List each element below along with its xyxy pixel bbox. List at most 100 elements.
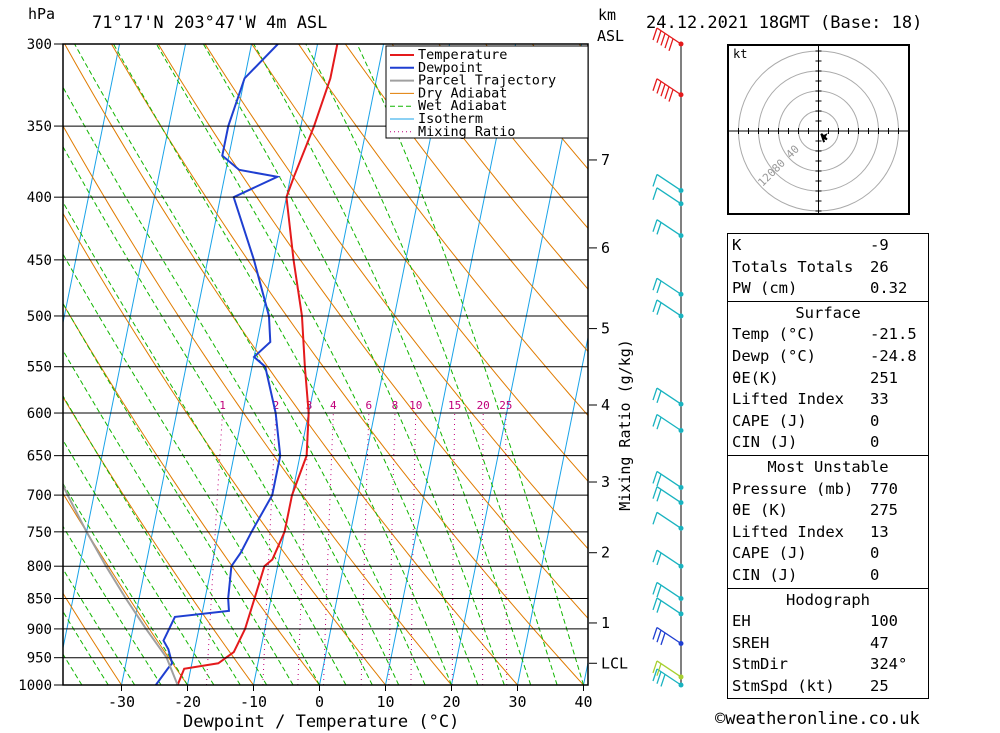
wind-barb <box>652 78 682 102</box>
dry-adiabat-line <box>204 44 588 550</box>
mixing-ratio-tick-label: 15 <box>448 399 461 412</box>
pressure-tick-label: 950 <box>27 651 52 667</box>
km-tick-label: 4 <box>601 396 610 414</box>
stats-row: StmDir 324° <box>728 654 928 676</box>
stats-value: 770 <box>870 479 898 498</box>
isotherm-line <box>385 44 517 685</box>
most-unstable-title: Most Unstable <box>767 457 889 476</box>
wind-barb <box>652 581 682 600</box>
stats-value: 26 <box>870 257 889 276</box>
wet-adiabat-line <box>63 568 136 685</box>
stats-row: SREH 47 <box>728 633 928 655</box>
stats-value: 251 <box>870 368 898 387</box>
stats-value: 0 <box>870 411 880 430</box>
wind-barb <box>652 27 682 52</box>
stats-row: Lifted Index 13 <box>728 522 928 544</box>
hodograph-title: Hodograph <box>786 590 870 609</box>
stats-row: EH 100 <box>728 611 928 633</box>
stats-label: StmDir <box>732 655 788 674</box>
stats-row: Totals Totals 26 <box>728 257 928 279</box>
wind-barb <box>652 387 682 405</box>
isotherm-line <box>517 334 588 685</box>
wet-adiabat-line <box>356 44 584 685</box>
stats-value: 0 <box>870 433 880 452</box>
mixing-ratio-line <box>481 413 484 685</box>
hodograph-ring-label: 40 <box>783 143 802 162</box>
wet-adiabat-line <box>202 44 505 685</box>
stats-label: Pressure (mb) <box>732 479 854 498</box>
legend-box <box>385 45 589 139</box>
copyright-link[interactable]: ©weatheronline.co.uk <box>715 709 920 729</box>
surface-title: Surface <box>795 303 861 322</box>
stats-value: 275 <box>870 501 898 520</box>
dry-adiabat-line <box>63 212 386 685</box>
km-tick-label: 7 <box>601 151 610 169</box>
stats-label: Lifted Index <box>732 522 844 541</box>
pressure-tick-label: 650 <box>27 449 52 465</box>
isotherm-line <box>319 44 451 685</box>
dry-adiabat-line <box>63 492 188 685</box>
pressure-tick-label: 450 <box>27 253 52 269</box>
dry-adiabat-line <box>438 44 588 230</box>
stats-label: CAPE (J) <box>732 411 807 430</box>
stats-label: CIN (J) <box>732 565 798 584</box>
wet-adiabat-line <box>63 610 109 685</box>
hpa-label: hPa <box>28 5 55 23</box>
km-tick-label: 1 <box>601 614 610 632</box>
stats-value: -24.8 <box>870 346 917 365</box>
wet-adiabat-line <box>253 44 532 685</box>
stats-label: CAPE (J) <box>732 544 807 563</box>
isotherm-line <box>63 44 187 651</box>
stats-value: 0 <box>870 544 880 563</box>
x-tick-label: -10 <box>240 693 267 711</box>
stats-row: Pressure (mb) 770 <box>728 479 928 501</box>
legend-label: Dry Adiabat <box>418 85 507 101</box>
stats-label: Temp (°C) <box>732 325 816 344</box>
km-tick-label: LCL <box>601 654 628 672</box>
isotherm-line <box>253 44 385 685</box>
hodograph: 40 80 120 kt <box>727 44 910 215</box>
mixing-ratio-tick-label: 4 <box>330 399 337 412</box>
stats-label: Lifted Index <box>732 390 844 409</box>
stats-row: CIN (J) 0 <box>728 565 928 587</box>
legend-label: Parcel Trajectory <box>418 73 556 89</box>
km-tick-label: 6 <box>601 239 610 257</box>
stats-label: Dewp (°C) <box>732 346 816 365</box>
pressure-tick-label: 900 <box>27 622 52 638</box>
stats-row: CAPE (J) 0 <box>728 411 928 433</box>
isotherm-line <box>187 44 319 685</box>
mixing-ratio-line <box>410 413 417 685</box>
pressure-tick-label: 550 <box>27 360 52 376</box>
hodograph-trace <box>820 132 828 143</box>
stats-row: CAPE (J) 0 <box>728 543 928 565</box>
stats-label: K <box>732 236 742 254</box>
pressure-tick-label: 300 <box>27 37 52 53</box>
mixing-ratio-tick-label: 10 <box>409 399 422 412</box>
pressure-tick-label: 1000 <box>18 678 52 694</box>
stats-row: CIN (J) 0 <box>728 432 928 454</box>
stats-row: θE(K) 251 <box>728 368 928 390</box>
dry-adiabat-line <box>298 44 588 417</box>
stats-label: CIN (J) <box>732 433 798 452</box>
stats-hodograph: Hodograph EH 100 SREH 47 StmDir 324° StmSpd (k… <box>728 587 928 699</box>
stats-label: θE (K) <box>732 501 788 520</box>
stats-label: EH <box>732 612 751 631</box>
wet-adiabat-line <box>63 145 373 685</box>
x-tick-label: 0 <box>315 693 324 711</box>
wind-barb <box>652 660 682 678</box>
x-tick-label: 10 <box>376 693 394 711</box>
stats-row: PW (cm) 0.32 <box>728 278 928 300</box>
wind-barb <box>652 219 682 237</box>
series-line-2 <box>63 482 179 685</box>
asl-label: ASL <box>597 27 624 45</box>
wind-barb <box>652 511 682 529</box>
stats-value: -21.5 <box>870 325 917 344</box>
x-tick-label: 40 <box>574 693 592 711</box>
stats-panel: K -9 Totals Totals 26 PW (cm) 0.32 Surface Te… <box>727 233 929 700</box>
series-line-0 <box>176 44 339 685</box>
mixing-ratio-line <box>388 413 396 685</box>
pressure-tick-label: 800 <box>27 559 52 575</box>
km-tick-label: 3 <box>601 473 610 491</box>
wind-barb <box>652 187 682 205</box>
